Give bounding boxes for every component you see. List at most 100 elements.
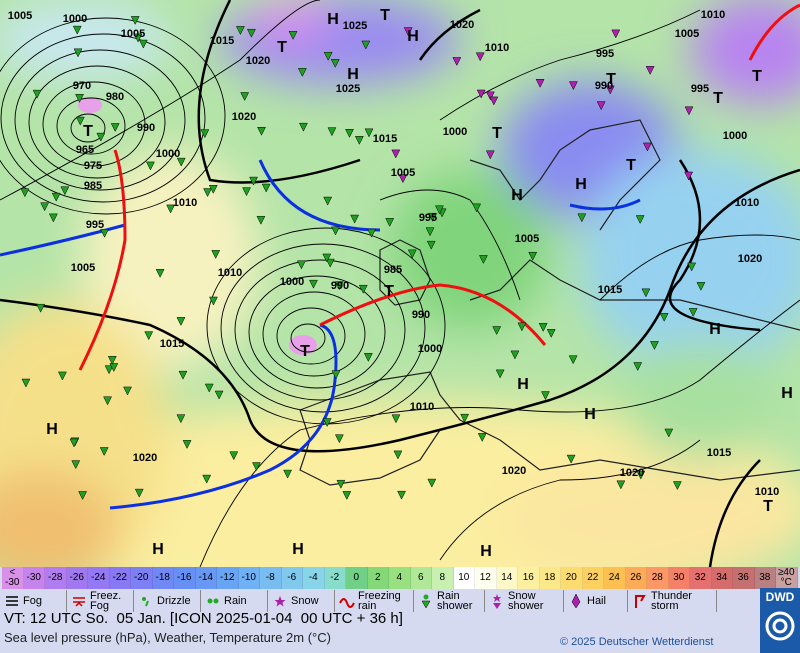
weather-symbol	[426, 240, 436, 250]
weather-symbol	[309, 279, 318, 289]
weather-symbol	[363, 353, 373, 362]
pressure-center: H	[584, 406, 596, 423]
pressure-center: T	[713, 90, 723, 107]
scale-label: ≥40 °C	[777, 567, 795, 588]
weather-symbol	[687, 262, 697, 272]
weather-symbol	[146, 161, 155, 171]
weather-symbol	[109, 363, 119, 373]
legend-icon	[274, 596, 286, 607]
weather-symbol	[75, 116, 85, 126]
legend-icon	[339, 598, 355, 608]
weather-symbol	[100, 228, 109, 238]
isobar-label: 1010	[485, 42, 509, 54]
weather-symbol	[208, 185, 218, 194]
scale-box: -8	[260, 567, 282, 589]
scale-label: -12	[220, 572, 235, 583]
weather-symbol	[688, 308, 698, 317]
isobar-label: 1010	[735, 197, 759, 209]
legend-item: Rain shower	[414, 590, 485, 612]
pressure-center: H	[511, 187, 523, 204]
weather-symbol	[58, 371, 67, 381]
weather-symbol	[645, 66, 655, 75]
isobar-label: 1020	[738, 253, 762, 265]
legend-label: Snow shower	[508, 590, 544, 612]
weather-symbols	[20, 16, 706, 501]
weather-symbol	[299, 122, 308, 132]
isobar-label: 1005	[8, 10, 32, 22]
weather-symbol	[99, 447, 109, 457]
isobar-label: 995	[419, 212, 437, 224]
weather-symbol	[176, 317, 186, 326]
legend-item: Drizzle	[134, 590, 201, 612]
weather-symbol	[283, 469, 293, 479]
weather-symbol	[485, 91, 495, 101]
isobar-label: 985	[84, 180, 102, 192]
isobar	[70, 113, 106, 143]
isobar-label: 1000	[156, 148, 180, 160]
scale-box: 38	[754, 567, 776, 589]
isobar-label: 1005	[121, 28, 145, 40]
scale-box: 24	[604, 567, 626, 589]
legend-label: Rain shower	[437, 590, 473, 612]
legend-item: Fog	[0, 590, 67, 612]
weather-symbol	[322, 253, 332, 263]
isobar-label: 990	[331, 280, 349, 292]
weather-symbol	[361, 40, 371, 50]
scale-label: 12	[479, 572, 491, 583]
weather-symbol	[403, 27, 413, 37]
weather-symbol	[477, 433, 487, 442]
isobar-label: 1000	[418, 343, 442, 355]
isobar-label: 1015	[707, 447, 731, 459]
isobar-label: 990	[412, 309, 430, 321]
legend-icon	[421, 594, 431, 609]
isobar-label: 1020	[232, 111, 256, 123]
weather-symbol	[616, 480, 626, 490]
pressure-center: H	[480, 543, 492, 560]
weather-symbol	[322, 418, 332, 428]
weather-symbol	[178, 370, 188, 380]
isobar-label: 1020	[620, 467, 644, 479]
weather-symbol	[48, 213, 58, 223]
isobar-label: 1005	[675, 28, 699, 40]
weather-symbol	[323, 51, 333, 61]
main-isobars	[0, 0, 800, 567]
weather-symbol	[696, 282, 706, 291]
isobar-label: 970	[73, 80, 91, 92]
weather-symbol	[672, 481, 682, 491]
isobar-label: 1015	[210, 35, 234, 47]
pressure-center: H	[46, 421, 58, 438]
weather-symbol	[123, 386, 132, 396]
legend-item: Thunder storm	[628, 590, 717, 612]
weather-symbol	[211, 250, 221, 259]
weather-symbol	[60, 186, 70, 196]
weather-symbol	[398, 174, 408, 184]
isobar	[248, 275, 386, 389]
weather-symbol	[345, 129, 354, 138]
weather-symbol	[350, 214, 360, 224]
isobar-label: 1015	[598, 284, 622, 296]
legend-item: Freez. Fog	[67, 590, 134, 612]
isobar-label: 975	[84, 160, 102, 172]
weather-symbol	[596, 101, 606, 111]
isobar-label: 985	[384, 264, 402, 276]
isobar-label: 965	[76, 144, 94, 156]
scale-box: -10	[238, 567, 260, 589]
weather-symbol	[256, 215, 266, 225]
legend-label: Rain	[224, 595, 247, 607]
pressure-center: T	[626, 157, 636, 174]
weather-symbol	[327, 127, 337, 137]
weather-symbol	[247, 28, 256, 38]
isobar-label: 990	[137, 122, 155, 134]
weather-symbol	[252, 462, 261, 472]
isobar-label: 1000	[63, 13, 87, 25]
weather-symbol	[472, 203, 482, 213]
scale-box: -2	[324, 567, 346, 589]
weather-symbol	[478, 255, 488, 265]
scale-label: -6	[287, 572, 297, 583]
weather-symbol	[78, 491, 88, 501]
weather-symbol	[204, 383, 214, 393]
valid-time: VT: 12 UTC So. 05 Jan. [ICON 2025-01-04 …	[4, 610, 403, 627]
scale-label: -8	[265, 572, 275, 583]
weather-symbol	[36, 303, 46, 313]
